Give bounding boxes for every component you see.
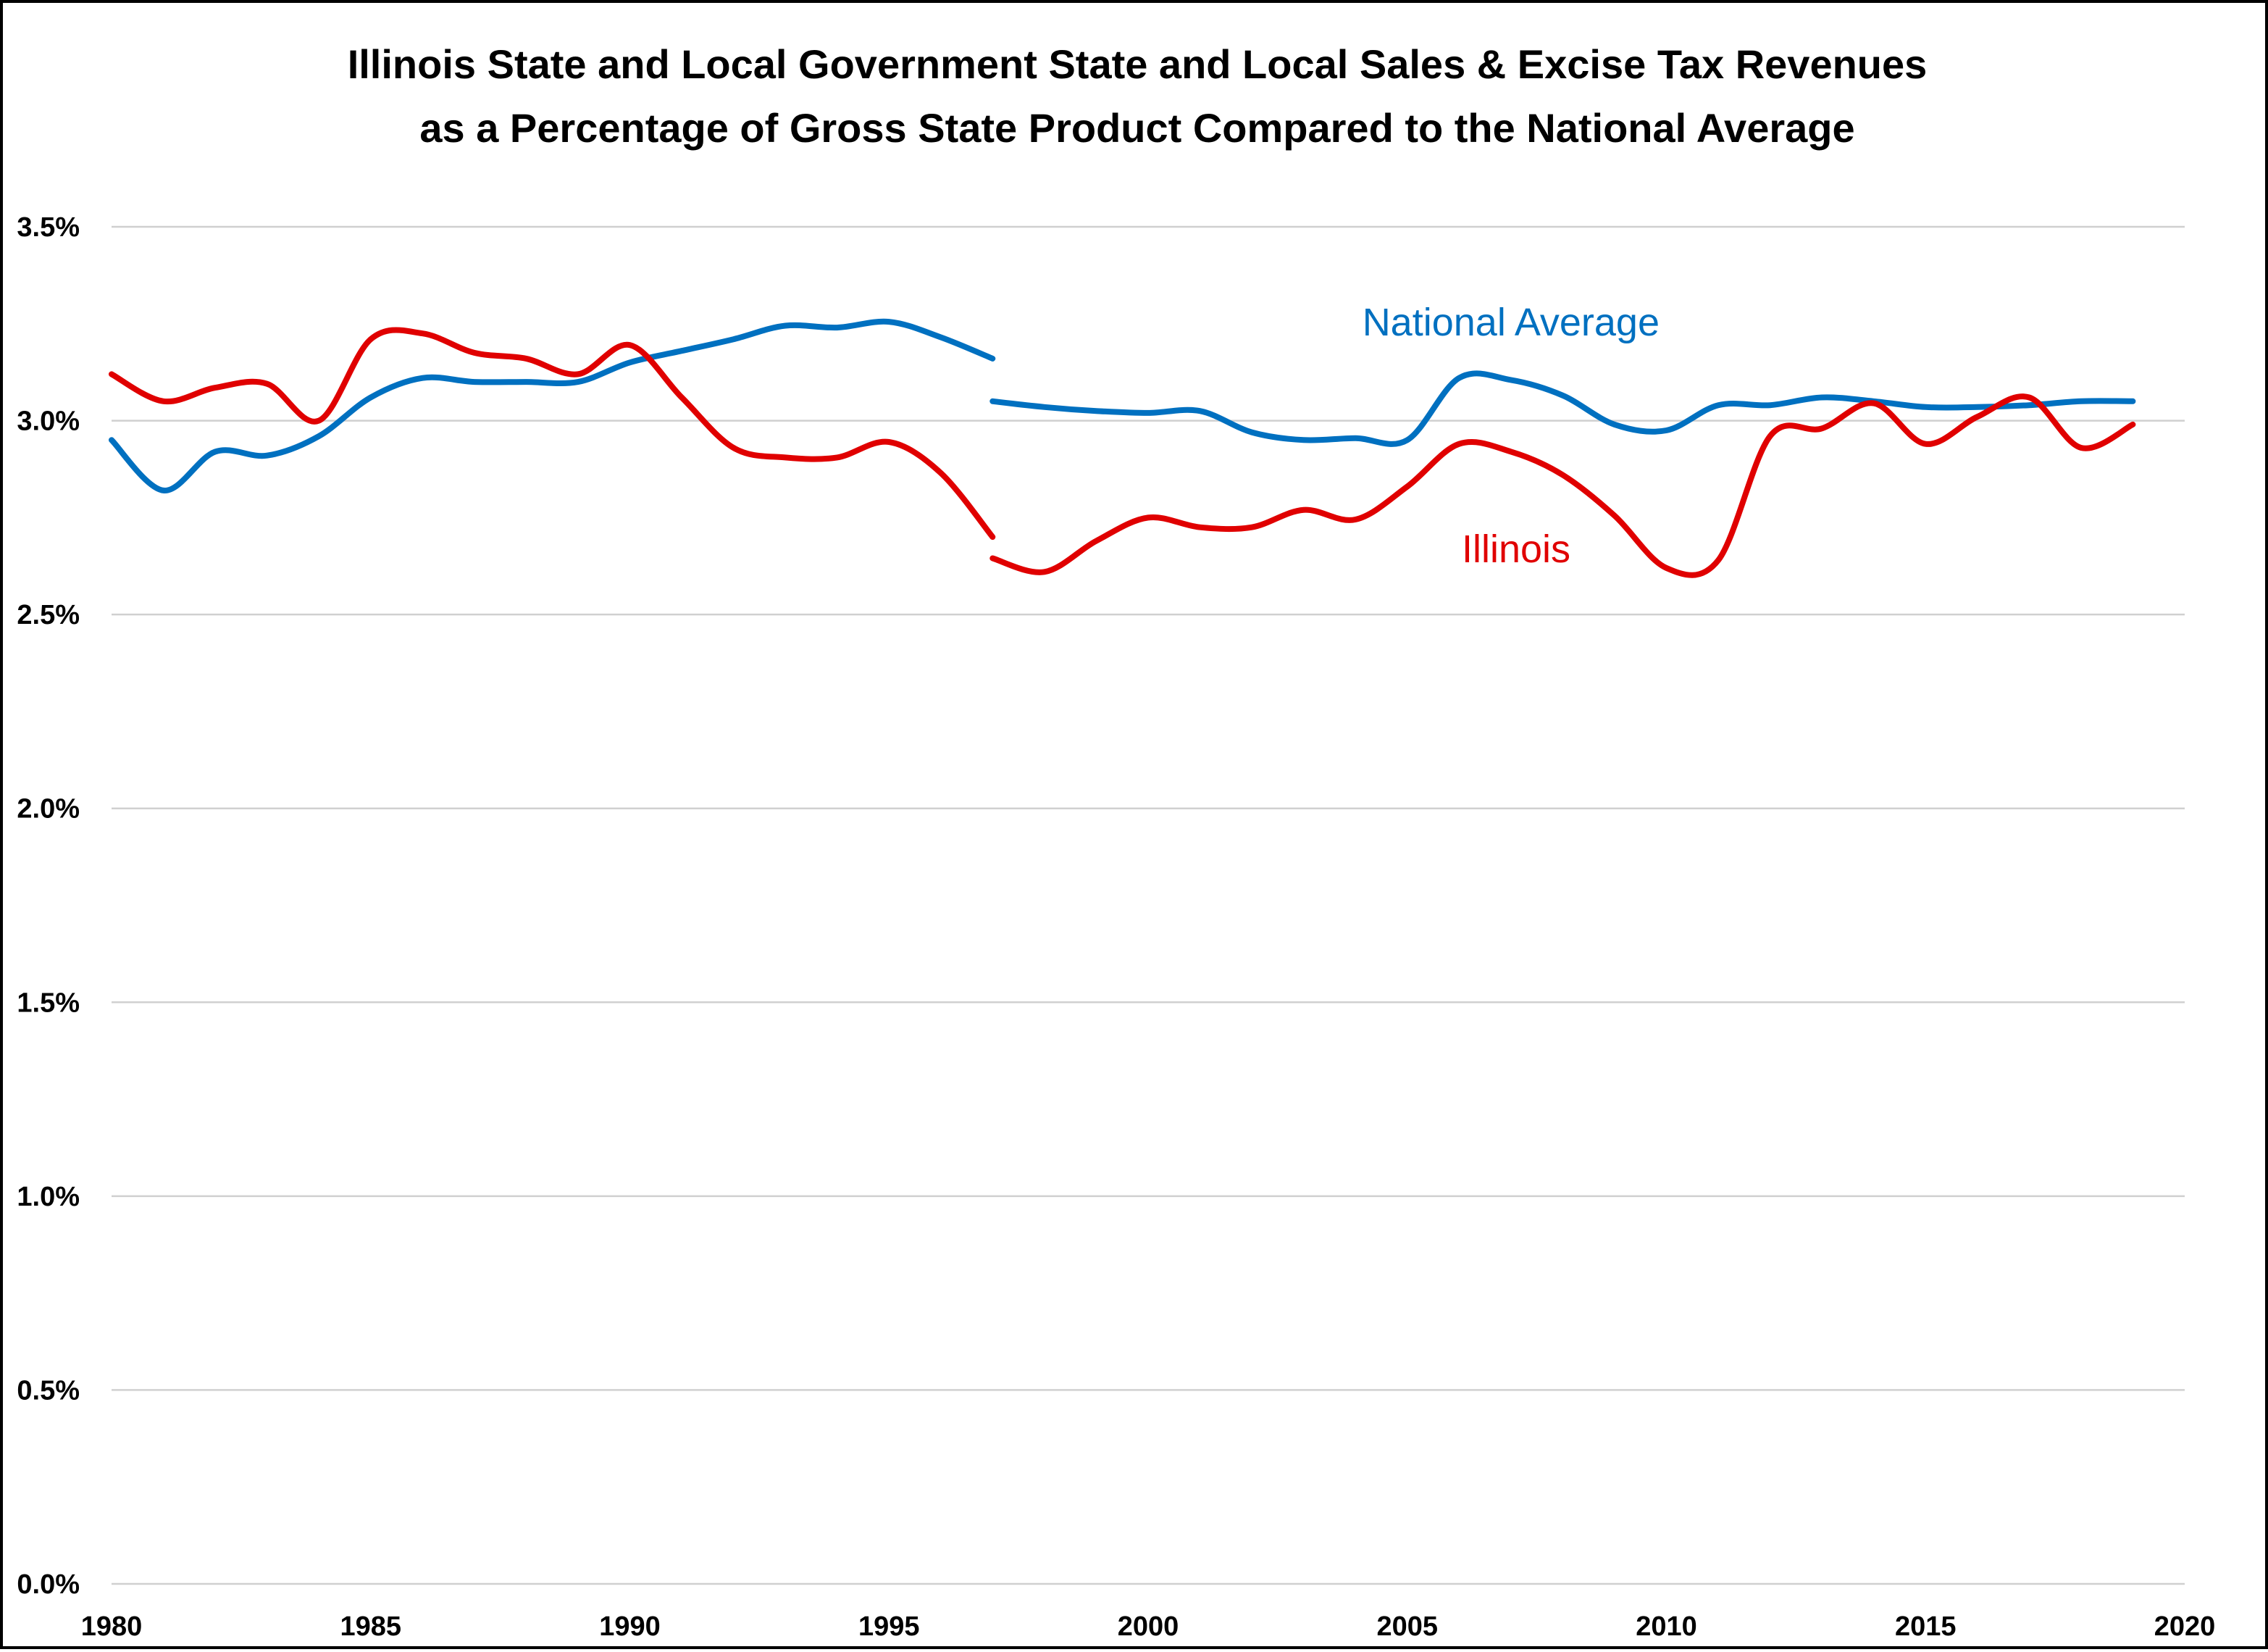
y-tick-label: 0.5% bbox=[17, 1375, 80, 1406]
gridlines bbox=[112, 225, 2185, 1585]
x-tick-label: 2020 bbox=[2154, 1611, 2216, 1642]
x-tick-label: 2010 bbox=[1636, 1611, 1697, 1642]
line-chart: Illinois State and Local Government Stat… bbox=[17, 41, 2216, 1642]
x-tick-label: 2015 bbox=[1895, 1611, 1957, 1642]
series-line-national-average-segment-2 bbox=[989, 370, 2136, 447]
series-line-illinois-segment-2 bbox=[989, 393, 2136, 578]
x-tick-label: 1995 bbox=[858, 1611, 920, 1642]
x-tick-label: 2000 bbox=[1118, 1611, 1179, 1642]
y-axis-tick-labels: 0.0% 0.5% 1.0% 1.5% 2.0% 2.5% 3.0% 3.5% bbox=[17, 212, 80, 1600]
x-tick-label: 1980 bbox=[81, 1611, 143, 1642]
x-tick-label: 2005 bbox=[1376, 1611, 1438, 1642]
chart-title-line-1: Illinois State and Local Government Stat… bbox=[348, 41, 1928, 87]
chart-title: Illinois State and Local Government Stat… bbox=[348, 41, 1928, 151]
y-tick-label: 2.5% bbox=[17, 600, 80, 630]
y-tick-label: 2.0% bbox=[17, 794, 80, 825]
series-label-illinois: Illinois bbox=[1462, 527, 1570, 571]
chart-title-line-2: as a Percentage of Gross State Product C… bbox=[419, 105, 1854, 151]
x-tick-label: 1985 bbox=[340, 1611, 401, 1642]
series-line-illinois-segment-1 bbox=[109, 327, 996, 541]
x-tick-label: 1990 bbox=[599, 1611, 661, 1642]
y-tick-label: 3.5% bbox=[17, 212, 80, 243]
series-lines bbox=[109, 318, 2136, 578]
series-label-national-average: National Average bbox=[1363, 301, 1660, 344]
x-axis-tick-labels: 1980 1985 1990 1995 2000 2005 2010 2015 2020 bbox=[81, 1611, 2216, 1642]
series-annotations: National Average Illinois bbox=[1363, 301, 1660, 571]
series-line-national-average-segment-1 bbox=[109, 318, 996, 493]
y-tick-label: 1.0% bbox=[17, 1182, 80, 1212]
y-tick-label: 1.5% bbox=[17, 988, 80, 1018]
y-tick-label: 3.0% bbox=[17, 406, 80, 437]
y-tick-label: 0.0% bbox=[17, 1569, 80, 1600]
